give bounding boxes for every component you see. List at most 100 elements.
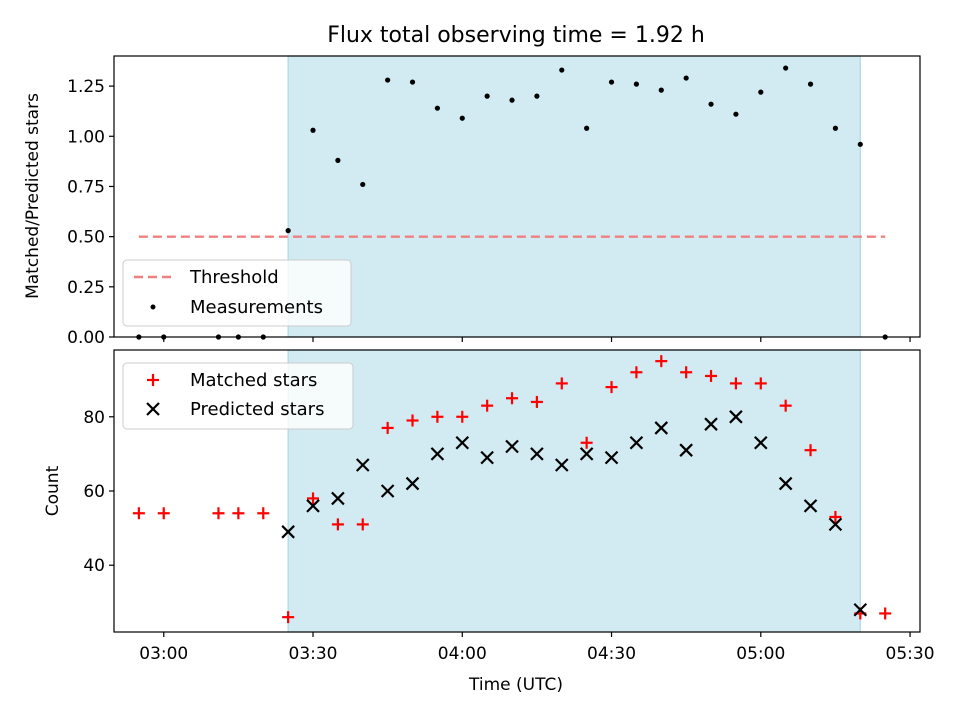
matched-star-marker bbox=[307, 492, 320, 505]
predicted-star-marker bbox=[778, 476, 793, 491]
matched-star-marker bbox=[456, 410, 469, 423]
matched-star-marker bbox=[879, 607, 892, 620]
x-axis-label: Time (UTC) bbox=[468, 675, 563, 695]
y-tick-label: 0.25 bbox=[67, 278, 105, 298]
matched-star-marker bbox=[381, 421, 394, 434]
predicted-star-marker bbox=[405, 476, 420, 491]
matched-star-marker bbox=[829, 510, 842, 523]
legend-matched-label: Matched stars bbox=[190, 370, 317, 391]
matched-star-marker bbox=[431, 410, 444, 423]
predicted-star-marker bbox=[704, 417, 718, 431]
predicted-star-marker bbox=[306, 499, 320, 513]
matched-star-marker bbox=[157, 507, 170, 520]
y-tick-label: 80 bbox=[83, 408, 105, 428]
matched-star-marker bbox=[356, 518, 369, 531]
legend-predicted-swatch bbox=[146, 402, 160, 416]
matched-star-marker bbox=[331, 518, 344, 531]
bottom-observing-window-shade bbox=[287, 349, 861, 633]
measurement-point bbox=[733, 111, 739, 117]
predicted-star-marker bbox=[604, 450, 619, 465]
top-legend-box bbox=[122, 259, 352, 327]
top-x-ticks bbox=[163, 337, 911, 342]
matched-star-marker bbox=[680, 366, 693, 379]
predicted-star-marker bbox=[579, 447, 594, 461]
predicted-star-marker bbox=[853, 602, 868, 617]
measurement-point bbox=[509, 97, 515, 103]
y-tick-label: 1.00 bbox=[67, 127, 105, 147]
measurement-point bbox=[608, 79, 615, 85]
measurement-point bbox=[832, 125, 839, 131]
bottom-y-axis-label: Count bbox=[43, 465, 63, 516]
matched-star-marker bbox=[705, 369, 718, 382]
top-panel: 0.00 0.25 0.50 0.75 1.00 1.25 Matched/Predict… bbox=[23, 55, 921, 348]
predicted-star-marker bbox=[729, 410, 743, 424]
matched-star-marker bbox=[406, 414, 419, 427]
matched-star-marker bbox=[481, 399, 494, 412]
matched-star-marker bbox=[655, 355, 668, 368]
legend-threshold-label: Threshold bbox=[189, 267, 279, 288]
measurement-point bbox=[484, 93, 490, 99]
measurement-point bbox=[584, 125, 590, 131]
matched-star-marker bbox=[754, 377, 767, 390]
matched-star-marker bbox=[232, 507, 245, 520]
top-axes-frame bbox=[113, 55, 921, 338]
predicted-star-marker bbox=[355, 458, 370, 472]
measurement-point bbox=[783, 65, 789, 71]
measurement-point bbox=[708, 101, 714, 107]
x-tick-label: 04:00 bbox=[438, 644, 487, 664]
predicted-star-marker bbox=[281, 525, 295, 539]
matched-star-marker bbox=[132, 507, 145, 520]
bottom-panel: 40 60 80 03:00 03:30 04:00 04:30 05:00 05:30 Co… bbox=[43, 349, 935, 695]
predicted-star-marker bbox=[629, 435, 644, 450]
predicted-star-marker bbox=[455, 435, 470, 450]
predicted-star-marker bbox=[679, 443, 693, 457]
predicted-star-marker bbox=[654, 421, 669, 435]
bottom-legend-box bbox=[122, 362, 354, 430]
bottom-x-ticks: 03:00 03:30 04:00 04:30 05:00 05:30 bbox=[139, 632, 935, 664]
matched-star-marker bbox=[282, 611, 295, 624]
predicted-star-marker bbox=[480, 450, 494, 465]
predicted-star-marker bbox=[505, 439, 519, 454]
x-tick-label: 04:30 bbox=[587, 644, 636, 664]
x-tick-label: 03:30 bbox=[289, 644, 338, 664]
y-tick-label: 60 bbox=[83, 482, 105, 502]
x-tick-label: 03:00 bbox=[139, 644, 188, 664]
top-y-axis-label: Matched/Predicted stars bbox=[23, 93, 43, 299]
y-tick-label: 40 bbox=[83, 556, 105, 576]
y-tick-label: 0.00 bbox=[67, 328, 105, 348]
legend-matched-swatch bbox=[147, 374, 159, 386]
matched-star-marker bbox=[257, 507, 270, 520]
matched-star-marker bbox=[555, 377, 568, 390]
legend-measurements-swatch bbox=[150, 304, 156, 310]
matched-star-marker bbox=[212, 507, 225, 520]
predicted-star-marker bbox=[331, 491, 345, 506]
predicted-star-marker bbox=[530, 447, 544, 461]
matched-star-marker bbox=[804, 444, 817, 457]
measurement-point bbox=[310, 127, 316, 133]
legend-predicted-label: Predicted stars bbox=[190, 399, 324, 420]
matched-star-marker bbox=[779, 399, 792, 412]
matched-star-marker bbox=[506, 392, 519, 405]
bottom-legend: Matched stars Predicted stars bbox=[122, 362, 354, 430]
matched-star-marker bbox=[580, 436, 593, 449]
measurement-point bbox=[459, 115, 465, 121]
measurement-point bbox=[633, 81, 640, 87]
measurement-point bbox=[385, 77, 391, 83]
predicted-star-marker bbox=[554, 458, 569, 472]
predicted-star-marker bbox=[754, 435, 768, 450]
measurement-point bbox=[559, 67, 565, 73]
chart-title: Flux total observing time = 1.92 h bbox=[327, 23, 705, 48]
matched-star-marker bbox=[605, 381, 618, 394]
measurement-point bbox=[683, 75, 689, 81]
measurement-point bbox=[758, 89, 764, 95]
predicted-star-marker bbox=[380, 484, 395, 498]
measurement-point bbox=[335, 157, 341, 163]
predicted-star-marker bbox=[430, 447, 445, 461]
measurement-point bbox=[409, 79, 416, 85]
y-tick-label: 1.25 bbox=[67, 77, 105, 97]
measurement-point bbox=[807, 81, 814, 87]
matched-star-marker bbox=[630, 366, 643, 379]
measurement-point bbox=[658, 87, 664, 93]
measurement-point bbox=[857, 141, 863, 147]
